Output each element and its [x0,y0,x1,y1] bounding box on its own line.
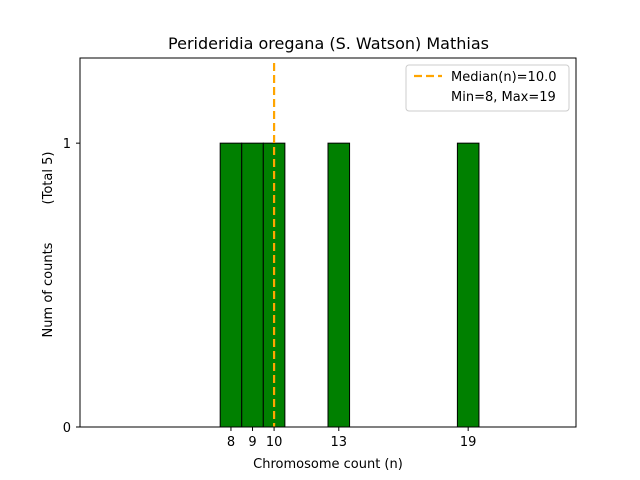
bar-19 [456,142,480,428]
plot-frame [79,57,577,428]
y-axis-label: Num of counts [41,242,56,337]
x-tick-label: 19 [460,435,477,450]
chart-title: Perideridia oregana (S. Watson) Mathias [168,34,489,53]
legend-range-label: Min=8, Max=19 [451,90,556,105]
x-axis: 8 9 10 13 19 [227,427,477,450]
x-tick-label: 10 [266,435,283,450]
bar-13 [327,142,351,428]
x-axis-label: Chromosome count (n) [253,457,403,472]
legend-box [405,64,570,112]
x-tick-label: 13 [331,435,348,450]
x-tick-label: 9 [248,435,256,450]
y-axis: 01 [63,137,80,436]
bar-9 [241,142,264,428]
x-tick-label: 8 [227,435,235,450]
legend: Median(n)=10.0 Min=8, Max=19 [405,64,570,112]
y-tick-label: 1 [63,137,71,152]
legend-median-label: Median(n)=10.0 [451,70,557,85]
y-tick-label: 0 [63,421,71,436]
bars-group [219,142,480,428]
y-axis-total-label: (Total 5) [41,152,56,205]
bar-8 [219,142,243,428]
